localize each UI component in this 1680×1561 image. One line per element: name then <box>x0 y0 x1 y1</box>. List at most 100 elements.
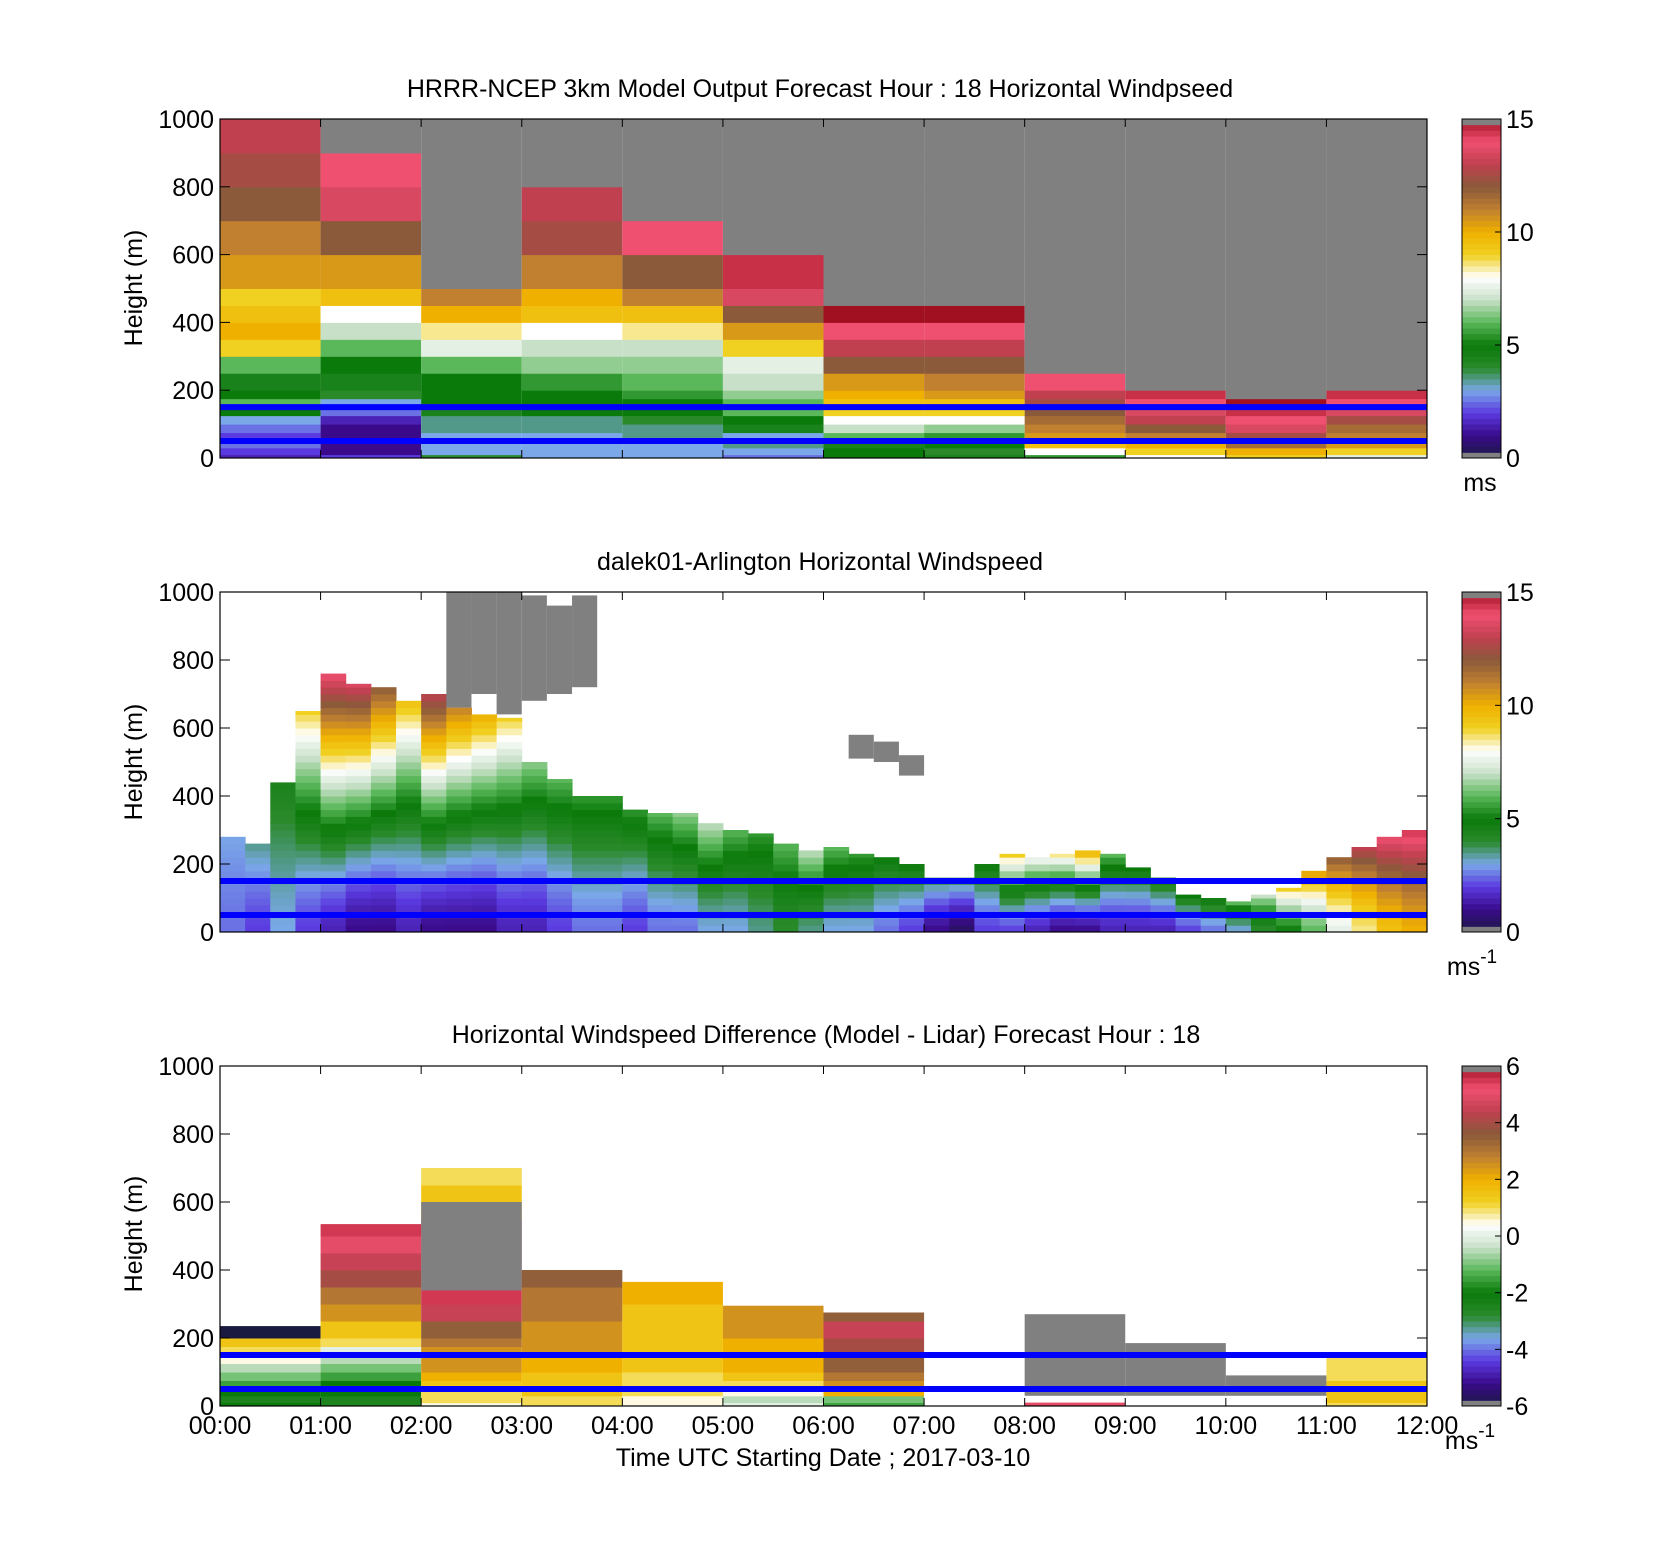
lidar-colorbar: 0 5 10 15 <box>1461 579 1534 947</box>
lidar-cell <box>421 809 447 817</box>
difference-cell <box>421 1380 522 1390</box>
lidar-cell <box>546 850 573 858</box>
lidar-cell <box>496 870 523 879</box>
lidar-cell <box>345 870 372 879</box>
lidar-cell <box>1250 925 1277 933</box>
model-cell <box>622 220 723 256</box>
lidar-cell <box>496 721 523 729</box>
lidar-cell <box>421 904 447 913</box>
lidar-cell <box>848 853 875 858</box>
lidar-cell <box>1376 891 1403 899</box>
lidar-cell <box>295 884 322 892</box>
model-cell <box>220 432 321 442</box>
model-cell <box>1024 432 1126 442</box>
colorbar-swatch <box>1462 294 1501 301</box>
lidar-cell <box>597 816 623 824</box>
lidar-cell <box>697 918 724 926</box>
lidar-cell <box>898 925 925 933</box>
lidar-cell <box>345 904 372 913</box>
lidar-cell <box>446 728 472 736</box>
model-cell <box>421 119 522 154</box>
colorbar-swatch <box>1462 1236 1501 1243</box>
difference-cell <box>421 1372 522 1381</box>
difference-cell <box>823 1321 925 1339</box>
lidar-cell <box>521 864 548 872</box>
lidar-cell <box>370 762 397 770</box>
lidar-cell <box>898 918 925 926</box>
colorbar-swatch <box>1462 203 1501 210</box>
model-cell <box>320 390 422 400</box>
lidar-cell <box>295 796 322 804</box>
colorbar-swatch <box>1462 1173 1501 1180</box>
lidar-cell <box>471 918 498 926</box>
colorbar-swatch <box>1462 1145 1501 1152</box>
lidar-cell <box>320 762 347 770</box>
lidar-cell <box>924 904 950 913</box>
lidar-cell <box>848 925 875 933</box>
lidar-cell <box>270 789 296 797</box>
lidar-cell <box>345 857 372 865</box>
difference-cell <box>1326 1372 1427 1381</box>
lidar-cell <box>1326 870 1353 879</box>
colorbar-swatch <box>1462 260 1501 267</box>
lidar-cell <box>748 857 774 865</box>
difference-cell <box>220 1380 321 1390</box>
model-cell <box>1024 373 1126 391</box>
lidar-cell <box>245 891 271 899</box>
lidar-cell <box>496 884 523 892</box>
lidar-cell <box>1351 891 1378 899</box>
lidar-cell <box>974 870 1001 879</box>
lidar-cell <box>421 768 447 777</box>
lidar-cell <box>722 925 749 933</box>
model-cell <box>220 424 321 434</box>
model-cell <box>823 447 925 456</box>
model-cell <box>1125 454 1226 459</box>
lidar-cell <box>898 870 925 879</box>
model-cell <box>320 447 422 456</box>
lidar-cell <box>446 850 472 858</box>
model-cell <box>823 407 925 417</box>
model-cell <box>1326 424 1427 434</box>
lidar-cell <box>1074 904 1101 913</box>
colorbar-swatch <box>1462 1264 1501 1271</box>
lidar-cell <box>496 904 523 913</box>
lidar-cell <box>220 864 246 872</box>
model-cell <box>421 407 522 417</box>
lidar-cell <box>1401 884 1428 892</box>
colorbar-swatch <box>1462 705 1501 712</box>
lidar-cell <box>370 741 397 749</box>
lidar-cell <box>320 850 347 858</box>
lidar-cell <box>421 748 447 756</box>
colorbar-swatch <box>1462 1281 1501 1288</box>
y-tick-label: 400 <box>172 1257 214 1285</box>
lidar-cell <box>773 925 799 933</box>
lidar-cell <box>798 904 824 913</box>
lidar-cell <box>572 898 598 906</box>
model-cell <box>1326 398 1427 408</box>
difference-cell <box>622 1380 723 1390</box>
colorbar-swatch <box>1462 361 1501 369</box>
difference-cell <box>320 1402 422 1407</box>
model-cell <box>1125 186 1226 222</box>
model-cell <box>823 415 925 425</box>
difference-cell <box>521 1321 623 1339</box>
lidar-cell <box>421 864 447 872</box>
lidar-cell <box>1276 925 1302 933</box>
model-cell <box>521 454 623 459</box>
lidar-cell <box>270 925 296 933</box>
lidar-cell <box>773 850 799 858</box>
lidar-cell <box>295 898 322 906</box>
model-cell <box>421 373 522 391</box>
colorbar-swatch <box>1462 1394 1501 1401</box>
lidar-cell <box>446 925 472 933</box>
colorbar-swatch <box>1462 328 1501 335</box>
model-cell <box>421 424 522 434</box>
lidar-cell <box>270 884 296 892</box>
lidar-cell <box>748 925 774 933</box>
colorbar-swatch <box>1462 1134 1501 1141</box>
lidar-cell <box>295 721 322 729</box>
lidar-cell <box>471 809 498 817</box>
model-cell <box>1125 339 1226 357</box>
model-colorbar: 0 5 10 15 <box>1461 106 1534 473</box>
colorbar-swatch <box>1462 756 1501 763</box>
